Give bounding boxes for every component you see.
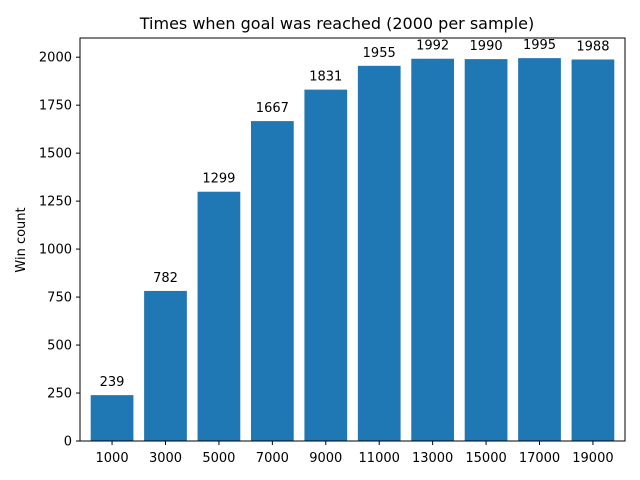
- y-tick-label: 750: [47, 291, 72, 306]
- bar: [464, 59, 508, 441]
- bar-value-label: 1992: [416, 39, 449, 54]
- y-tick-label: 1000: [39, 243, 72, 258]
- bar-value-label: 1990: [470, 39, 503, 54]
- bar: [411, 58, 455, 442]
- bar-series: [90, 58, 615, 442]
- bar: [144, 290, 187, 441]
- bar: [357, 65, 401, 442]
- y-tick-label: 500: [47, 339, 72, 354]
- bar-value-label: 782: [153, 271, 178, 286]
- x-tick-label: 5000: [202, 451, 235, 466]
- x-tick-label: 7000: [256, 451, 289, 466]
- x-tick-label: 13000: [412, 451, 453, 466]
- y-tick-label: 2000: [39, 51, 72, 66]
- y-axis-title: Win count: [14, 207, 29, 272]
- x-tick-label: 9000: [309, 451, 342, 466]
- bar: [250, 121, 294, 442]
- y-tick-label: 1250: [39, 195, 72, 210]
- bar: [518, 58, 561, 442]
- bar-value-label: 1995: [523, 38, 556, 53]
- chart-title: Times when goal was reached (2000 per sa…: [139, 14, 535, 33]
- x-tick-label: 1000: [96, 451, 129, 466]
- x-tick-label: 19000: [572, 451, 613, 466]
- bar: [304, 89, 348, 442]
- bar: [571, 59, 615, 441]
- x-tick-label: 11000: [359, 451, 400, 466]
- bar: [90, 395, 134, 441]
- y-tick-label: 250: [47, 387, 72, 402]
- data-labels: 239 782 1299 1667 1831 1955 1992 1990 1995 1988: [100, 38, 610, 390]
- y-tick-label: 1750: [39, 99, 72, 114]
- x-tick-label: 3000: [149, 451, 182, 466]
- y-tick-label: 0: [64, 435, 72, 450]
- plot-frame: [79, 37, 626, 442]
- y-axis: 0 250 500 750 1000 1250 1500 1750 2000: [39, 51, 80, 450]
- bar-value-label: 1955: [363, 46, 396, 61]
- x-tick-label: 15000: [465, 451, 506, 466]
- bar-value-label: 1831: [309, 70, 342, 85]
- bar-value-label: 1988: [576, 39, 609, 54]
- x-axis: 1000 3000 5000 7000 9000 11000 13000 15000 17000…: [96, 441, 614, 466]
- bar-value-label: 1299: [202, 172, 235, 187]
- bar-value-label: 1667: [256, 101, 289, 116]
- y-tick-label: 1500: [39, 147, 72, 162]
- bar: [197, 191, 241, 441]
- bar-value-label: 239: [100, 375, 125, 390]
- x-tick-label: 17000: [519, 451, 560, 466]
